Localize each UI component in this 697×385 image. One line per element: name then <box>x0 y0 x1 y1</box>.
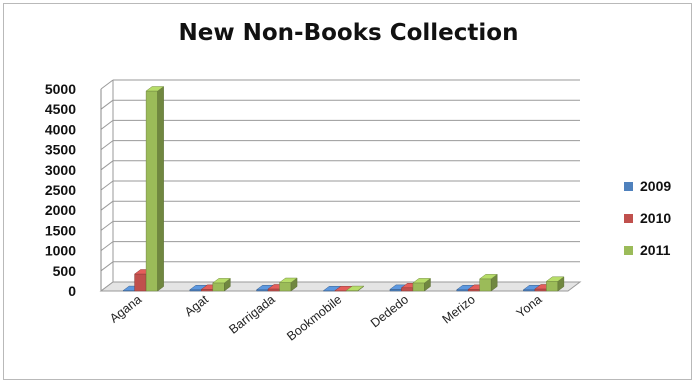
gridline-side <box>100 200 114 211</box>
gridline-side <box>100 140 114 151</box>
x-tick-label: Agat <box>182 292 211 319</box>
y-tick-label: 5000 <box>45 81 76 97</box>
bar-top-2011-bookmobile <box>345 285 365 291</box>
y-tick-label: 1000 <box>45 243 76 259</box>
y-tick-label: 1500 <box>45 222 76 238</box>
gridline-side <box>100 99 114 110</box>
gridline-side <box>100 241 114 252</box>
y-tick-label: 3000 <box>45 162 76 178</box>
y-tick-label: 500 <box>53 263 77 279</box>
gridline-side <box>100 79 114 90</box>
bar-2010-barrigada <box>267 288 280 292</box>
x-tick-label: Bookmobile <box>284 292 344 343</box>
y-tick-label: 4500 <box>45 101 76 117</box>
bar-top-2011-agana <box>145 86 165 92</box>
bar-2011-agana <box>145 90 158 292</box>
gridline-side <box>100 261 114 272</box>
bar-2011-yona <box>546 281 559 292</box>
x-tick-label: Merizo <box>440 292 478 326</box>
legend-swatch-2009 <box>624 182 633 191</box>
bar-2011-agat <box>212 282 225 292</box>
gridline-side <box>100 160 114 171</box>
y-tick-label: 2500 <box>45 182 76 198</box>
chart-title: New Non-Books Collection <box>178 20 519 46</box>
bar-2011-merizo <box>479 278 492 292</box>
bar-top-2011-merizo <box>478 274 498 280</box>
y-tick-label: 0 <box>68 283 76 299</box>
legend-label-2009: 2009 <box>640 178 671 194</box>
legend-label-2011: 2011 <box>640 242 671 258</box>
bar-2010-agana <box>134 273 147 292</box>
gridline-side <box>100 120 114 130</box>
bar-2010-yona <box>534 288 547 292</box>
x-tick-label: Yona <box>514 292 545 320</box>
bar-2011-dededo <box>412 282 425 292</box>
bar-top-2011-yona <box>545 276 565 282</box>
bar-2011-barrigada <box>279 282 292 292</box>
gridline-side <box>100 220 114 231</box>
legend-label-2010: 2010 <box>640 210 671 226</box>
legend-swatch-2010 <box>624 214 633 223</box>
x-tick-label: Dededo <box>368 292 411 330</box>
y-tick-label: 3500 <box>45 142 76 158</box>
x-tick-label: Barrigada <box>226 292 277 336</box>
chart-frame <box>3 3 692 380</box>
legend-swatch-2011 <box>624 246 633 255</box>
bar-side-2011-agana <box>157 86 164 292</box>
gridline-side <box>100 180 114 191</box>
bar-2010-dededo <box>401 287 414 292</box>
bar-top-2011-barrigada <box>278 277 298 283</box>
bar-top-2011-dededo <box>412 278 432 284</box>
bar-top-2011-agat <box>212 278 232 284</box>
x-tick-label: Agana <box>107 292 144 325</box>
y-tick-label: 2000 <box>45 202 76 218</box>
y-tick-label: 4000 <box>45 121 76 137</box>
